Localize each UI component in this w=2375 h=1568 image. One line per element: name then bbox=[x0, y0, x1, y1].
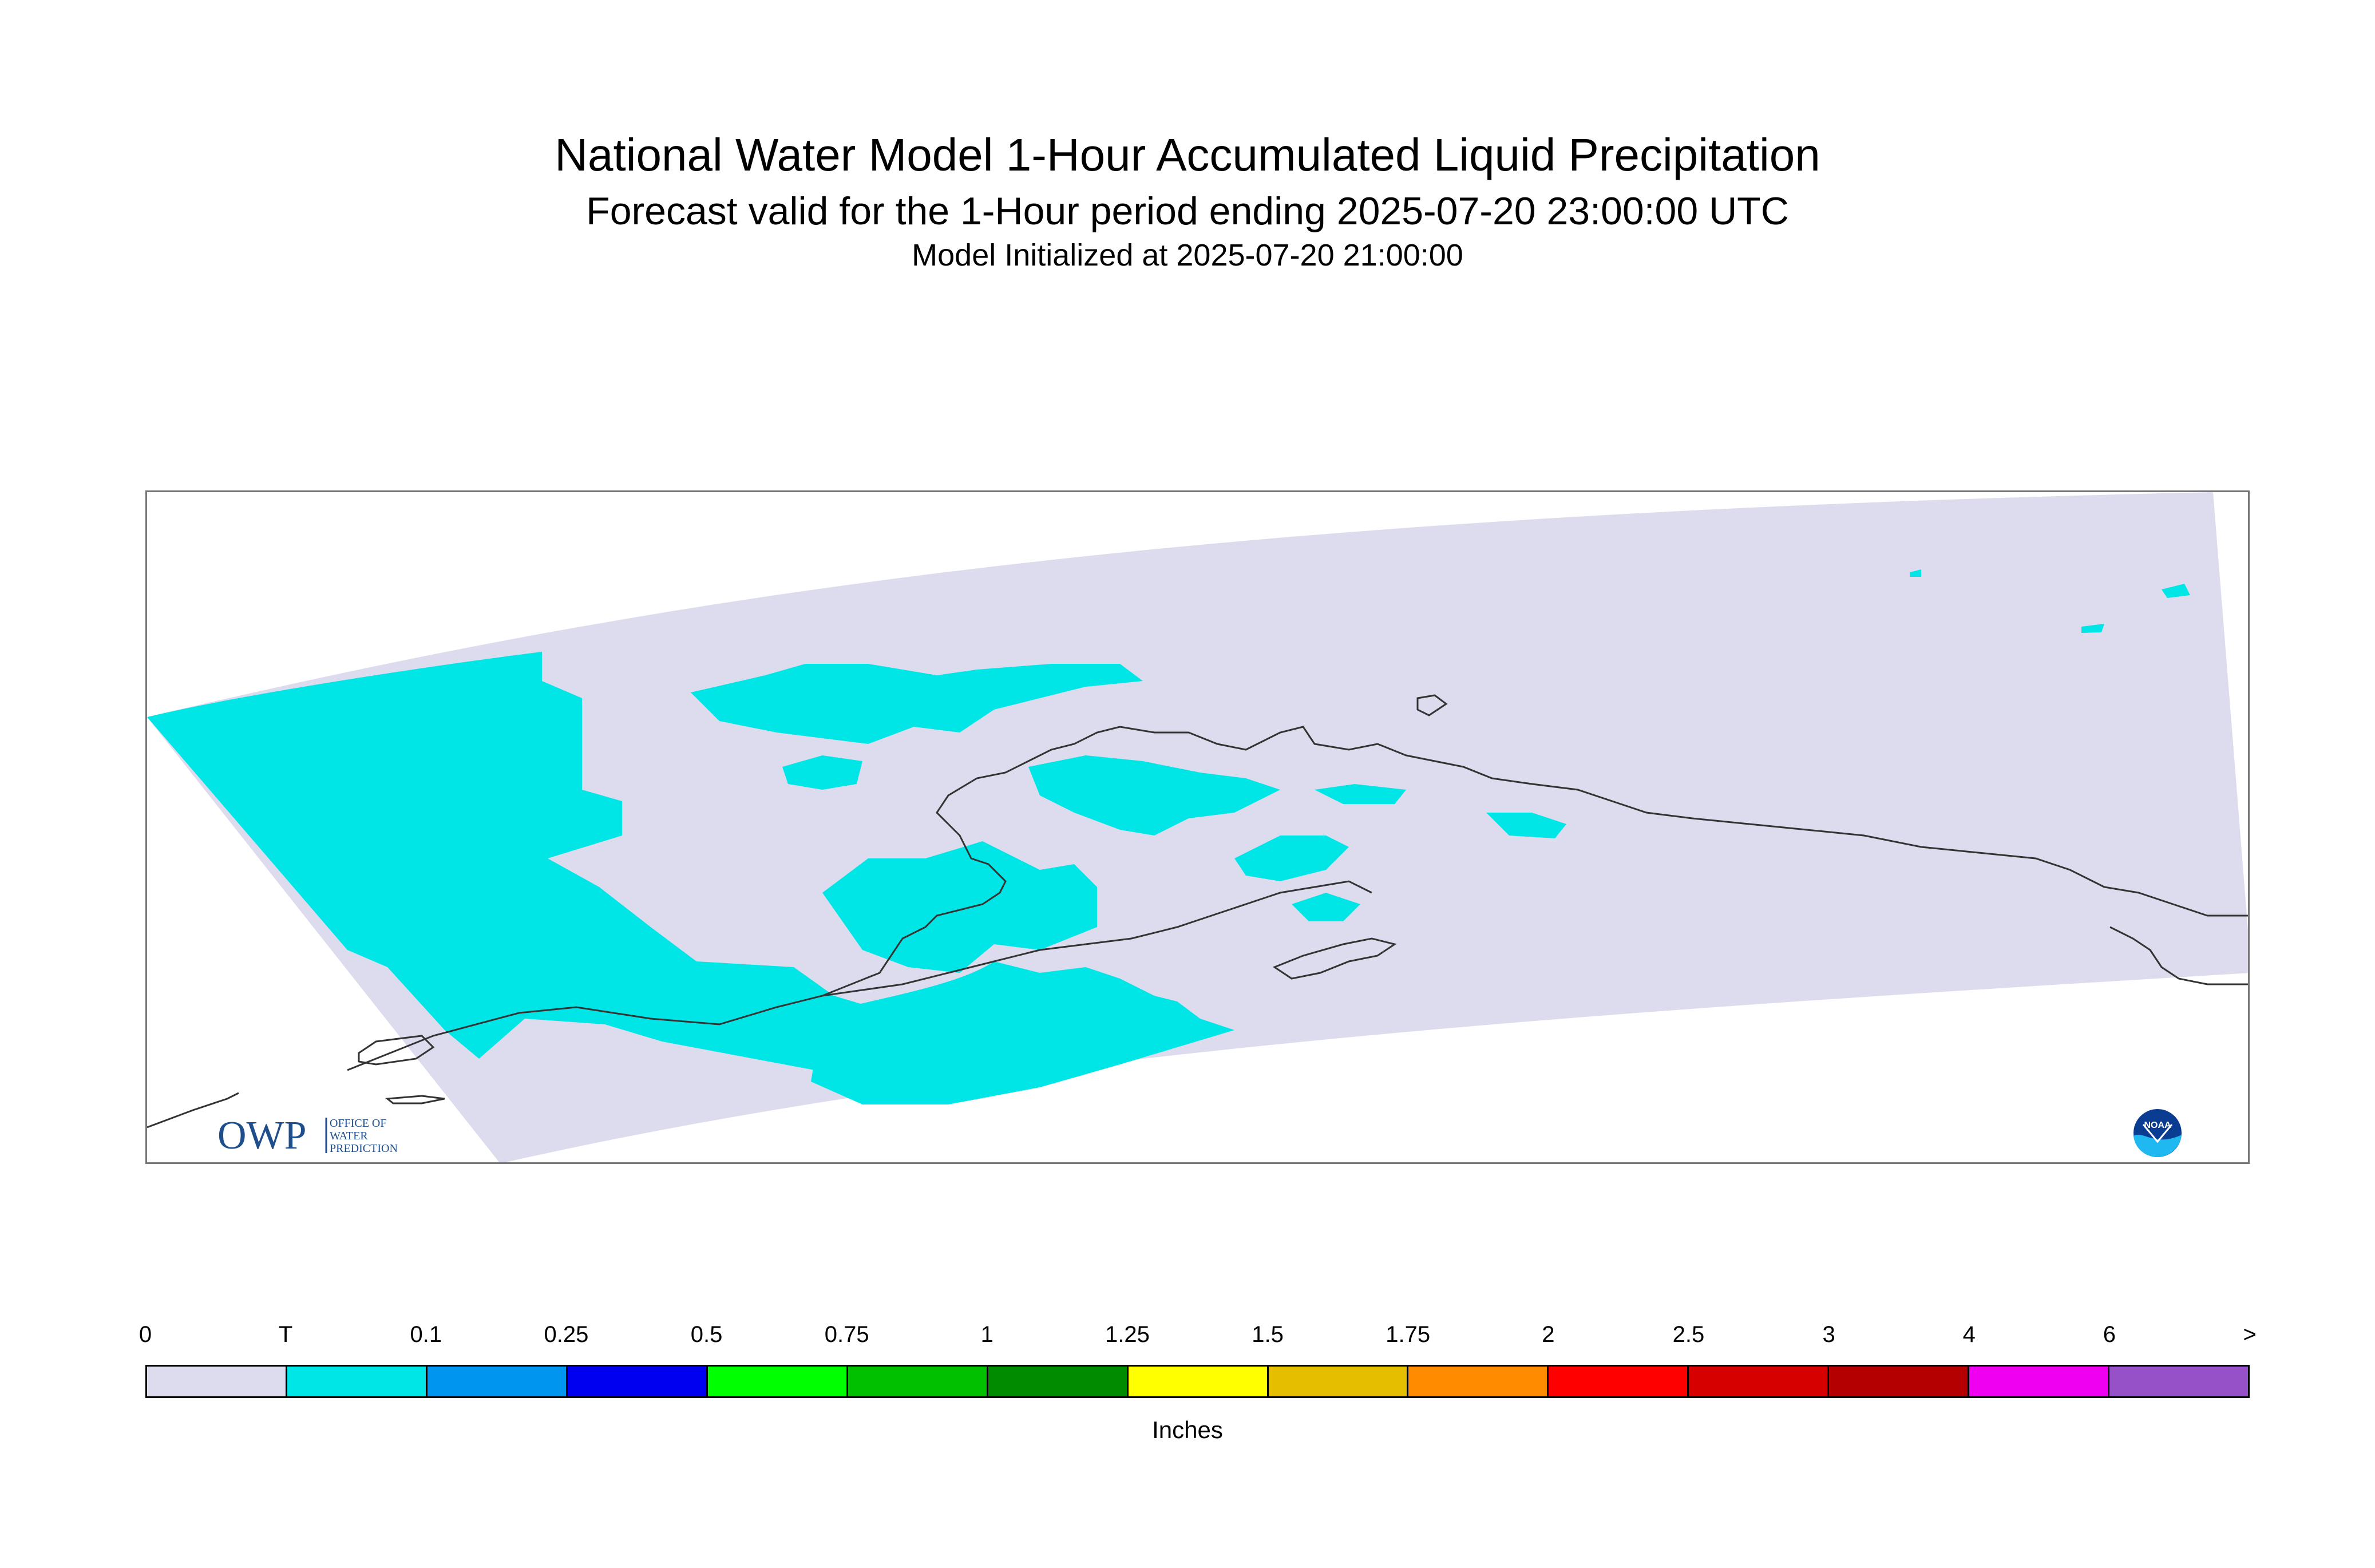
precip-area-bristol bbox=[937, 893, 1034, 933]
coastline-chukotka bbox=[147, 1092, 239, 1129]
colorbar-tick-label: 4 bbox=[1962, 1322, 1976, 1347]
colorbar-swatch bbox=[707, 1367, 848, 1396]
noaa-logo-icon: NOAA bbox=[2133, 1109, 2182, 1157]
owp-logo-icon: OWP OFFICE OF WATER PREDICTION bbox=[217, 1114, 398, 1158]
colorbar-swatch bbox=[1549, 1367, 1689, 1396]
noaa-logo: NOAA bbox=[2132, 1107, 2183, 1162]
colorbar-tick-labels: 0 T 0.1 0.25 0.5 0.75 1 1.25 1.5 1.75 2 2.5 3 4 6 > bbox=[0, 1322, 2375, 1356]
map-panel bbox=[145, 490, 2250, 1164]
owp-line-1: OFFICE OF bbox=[330, 1117, 386, 1130]
precip-area-east bbox=[1315, 784, 1406, 804]
colorbar-tick-label: 0.5 bbox=[690, 1322, 723, 1347]
coastline-alaska-peninsula bbox=[822, 880, 1372, 997]
colorbar-tick-label: 1.75 bbox=[1386, 1322, 1431, 1347]
colorbar-tick-label: 0.1 bbox=[410, 1322, 442, 1347]
noaa-text: NOAA bbox=[2144, 1120, 2171, 1130]
precip-map bbox=[147, 492, 2248, 1162]
colorbar-swatch bbox=[848, 1367, 988, 1396]
colorbar-swatch bbox=[988, 1367, 1129, 1396]
coastline-kodiak bbox=[1272, 937, 1397, 980]
colorbar-tick-label: 2.5 bbox=[1672, 1322, 1705, 1347]
precip-area-north bbox=[691, 664, 1143, 744]
coastline-mainland bbox=[347, 726, 2248, 1071]
colorbar-swatch bbox=[1969, 1367, 2110, 1396]
precip-area-prince-william bbox=[1234, 836, 1349, 881]
precip-area-interior bbox=[1028, 755, 1280, 836]
colorbar-swatch bbox=[2109, 1367, 2249, 1396]
colorbar-units-label: Inches bbox=[1152, 1416, 1223, 1443]
coastline-southeast bbox=[2109, 926, 2248, 985]
coastline-pribilof bbox=[1416, 694, 1448, 716]
colorbar-tick-label: 0 bbox=[138, 1322, 152, 1347]
owp-line-3: PREDICTION bbox=[330, 1142, 398, 1155]
colorbar-swatch bbox=[567, 1367, 708, 1396]
colorbar-tick-label: > bbox=[2243, 1322, 2257, 1347]
map-subtitle: Forecast valid for the 1-Hour period end… bbox=[586, 189, 1789, 233]
owp-line-2: WATER bbox=[330, 1130, 368, 1142]
coastline-nunivak bbox=[358, 1035, 435, 1066]
precip-area-arctic-1 bbox=[2162, 584, 2190, 598]
precip-area-south bbox=[811, 961, 1234, 1104]
precip-area-kenai bbox=[1292, 893, 1360, 921]
colorbar-swatch bbox=[1128, 1367, 1269, 1396]
colorbar-swatch bbox=[1268, 1367, 1409, 1396]
colorbar-tick-label: 1.5 bbox=[1252, 1322, 1284, 1347]
owp-mark: OWP bbox=[217, 1114, 307, 1158]
colorbar-tick-label: 2 bbox=[1542, 1322, 1555, 1347]
colorbar-tick-label: T bbox=[278, 1322, 293, 1347]
precip-area-arctic-2 bbox=[2081, 624, 2104, 633]
precip-area-west bbox=[147, 652, 891, 1076]
owp-logo: OWP OFFICE OF WATER PREDICTION bbox=[217, 1113, 435, 1162]
colorbar-swatch bbox=[147, 1367, 287, 1396]
precip-area-yukon bbox=[782, 755, 862, 790]
colorbar-swatch bbox=[1829, 1367, 1970, 1396]
colorbar-swatch bbox=[1408, 1367, 1549, 1396]
model-init-line: Model Initialized at 2025-07-20 21:00:00 bbox=[912, 238, 1463, 272]
colorbar-swatch bbox=[427, 1367, 568, 1396]
colorbar-tick-label: 1.25 bbox=[1105, 1322, 1150, 1347]
colorbar-tick-label: 6 bbox=[2103, 1322, 2116, 1347]
colorbar bbox=[145, 1365, 2250, 1398]
colorbar-tick-label: 0.75 bbox=[824, 1322, 869, 1347]
precip-area-southeast bbox=[1486, 813, 1566, 838]
colorbar-tick-label: 1 bbox=[980, 1322, 993, 1347]
map-title: National Water Model 1-Hour Accumulated … bbox=[555, 129, 1820, 180]
colorbar-tick-label: 3 bbox=[1822, 1322, 1835, 1347]
colorbar-tick-label: 0.25 bbox=[544, 1322, 589, 1347]
precip-area-arctic-3 bbox=[1910, 569, 1921, 577]
colorbar-swatch bbox=[287, 1367, 428, 1396]
coastline-st-lawrence bbox=[385, 1095, 445, 1104]
colorbar-swatch bbox=[1689, 1367, 1830, 1396]
